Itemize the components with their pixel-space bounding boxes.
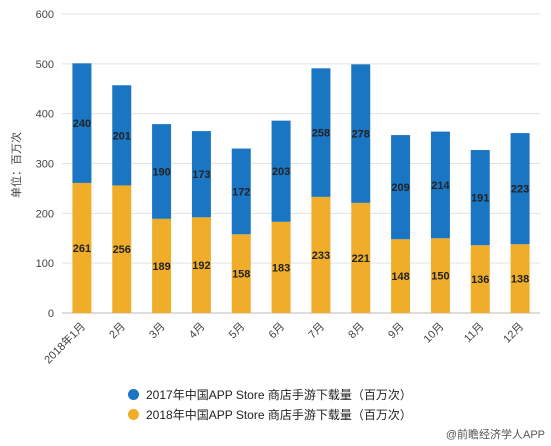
legend-item-2017[interactable]: 2017年中国APP Store 商店手游下载量（百万次） (128, 384, 412, 404)
data-label-2017: 203 (272, 166, 290, 178)
bars (72, 63, 530, 313)
bar-2017[interactable] (430, 131, 450, 239)
bar-2018[interactable] (311, 196, 331, 313)
bar-2018[interactable] (231, 234, 251, 313)
x-tick-label: 4月 (187, 321, 208, 342)
x-axis-ticks: 2018年1月 2月 3月 4月 5月 6月 7月 8月 9月 10月 11月 12月 (41, 319, 526, 366)
bar-2017[interactable] (271, 120, 291, 222)
data-label-2018: 150 (431, 271, 449, 283)
y-tick-label: 400 (36, 109, 54, 121)
bar-2018[interactable] (391, 239, 411, 313)
legend-swatch-2017 (128, 388, 139, 400)
bar-2017[interactable] (191, 131, 211, 218)
y-tick-label: 600 (36, 9, 54, 21)
x-tick-label: 7月 (306, 321, 327, 342)
bar-2017[interactable] (112, 85, 132, 186)
data-label-2018: 192 (192, 260, 210, 272)
data-label-2017: 278 (352, 129, 370, 141)
legend: 2017年中国APP Store 商店手游下载量（百万次） 2018年中国APP… (128, 384, 412, 424)
y-axis-ticks: 0 100 200 300 400 500 600 (36, 9, 54, 320)
bar-2018[interactable] (470, 245, 490, 313)
bar-2017[interactable] (470, 150, 490, 246)
legend-label-2017: 2017年中国APP Store 商店手游下载量（百万次） (146, 387, 412, 402)
data-label-2017: 223 (511, 184, 529, 196)
data-label-2018: 158 (232, 269, 250, 281)
x-tick-label: 5月 (227, 321, 248, 342)
data-label-2017: 190 (152, 166, 170, 178)
source-credit: @前瞻经济学人APP (445, 429, 545, 441)
grid-lines (62, 13, 540, 314)
data-label-2018: 261 (73, 243, 91, 255)
bar-2018[interactable] (430, 238, 450, 313)
y-tick-label: 200 (36, 208, 54, 220)
data-label-2017: 191 (471, 193, 489, 205)
data-label-2018: 183 (272, 262, 290, 274)
y-tick-label: 0 (48, 308, 54, 320)
bar-2017[interactable] (510, 133, 530, 245)
x-tick-label: 9月 (386, 321, 407, 342)
data-label-2017: 173 (192, 169, 210, 181)
legend-label-2018: 2018年中国APP Store 商店手游下载量（百万次） (146, 407, 412, 422)
y-tick-label: 100 (36, 258, 54, 270)
x-tick-label: 12月 (501, 321, 526, 346)
bar-2018[interactable] (191, 217, 211, 313)
data-label-2017: 240 (73, 118, 91, 130)
data-label-2017: 172 (232, 186, 250, 198)
bar-2018[interactable] (112, 185, 132, 313)
bar-2018[interactable] (351, 202, 371, 313)
x-tick-label: 11月 (462, 321, 486, 345)
bar-2017[interactable] (231, 148, 251, 235)
data-label-2017: 201 (113, 130, 131, 142)
data-label-2018: 189 (152, 261, 170, 273)
legend-item-2018[interactable]: 2018年中国APP Store 商店手游下载量（百万次） (128, 404, 412, 424)
y-tick-label: 500 (36, 59, 54, 71)
x-tick-label: 10月 (422, 321, 447, 346)
data-label-2018: 138 (511, 274, 529, 286)
data-label-2017: 214 (431, 180, 450, 192)
legend-swatch-2018 (128, 408, 139, 420)
bar-2017[interactable] (351, 64, 371, 203)
x-tick-label: 8月 (346, 321, 367, 342)
x-tick-label: 2018年1月 (41, 319, 88, 366)
bar-2017[interactable] (152, 124, 172, 219)
bar-2018[interactable] (271, 221, 291, 313)
y-tick-label: 300 (36, 159, 54, 171)
data-label-2017: 258 (312, 128, 330, 140)
x-tick-label: 2月 (107, 321, 128, 342)
bar-2018[interactable] (152, 218, 172, 313)
bar-2018[interactable] (72, 182, 92, 313)
bar-2017[interactable] (391, 135, 411, 240)
x-tick-label: 3月 (147, 321, 168, 342)
y-axis-title: 单位：百万次 (9, 132, 23, 198)
x-tick-label: 6月 (267, 321, 288, 342)
data-label-2018: 256 (113, 244, 131, 256)
data-label-2018: 221 (352, 253, 370, 265)
data-labels: 261 240 256 201 189 190 192 173 158 172 183 203 233 2… (73, 118, 530, 286)
data-label-2017: 209 (391, 182, 409, 194)
data-label-2018: 148 (391, 271, 409, 283)
bar-2017[interactable] (72, 63, 92, 183)
data-label-2018: 136 (471, 274, 489, 286)
bar-2017[interactable] (311, 68, 331, 197)
data-label-2018: 233 (312, 250, 330, 262)
bar-2018[interactable] (510, 244, 530, 313)
